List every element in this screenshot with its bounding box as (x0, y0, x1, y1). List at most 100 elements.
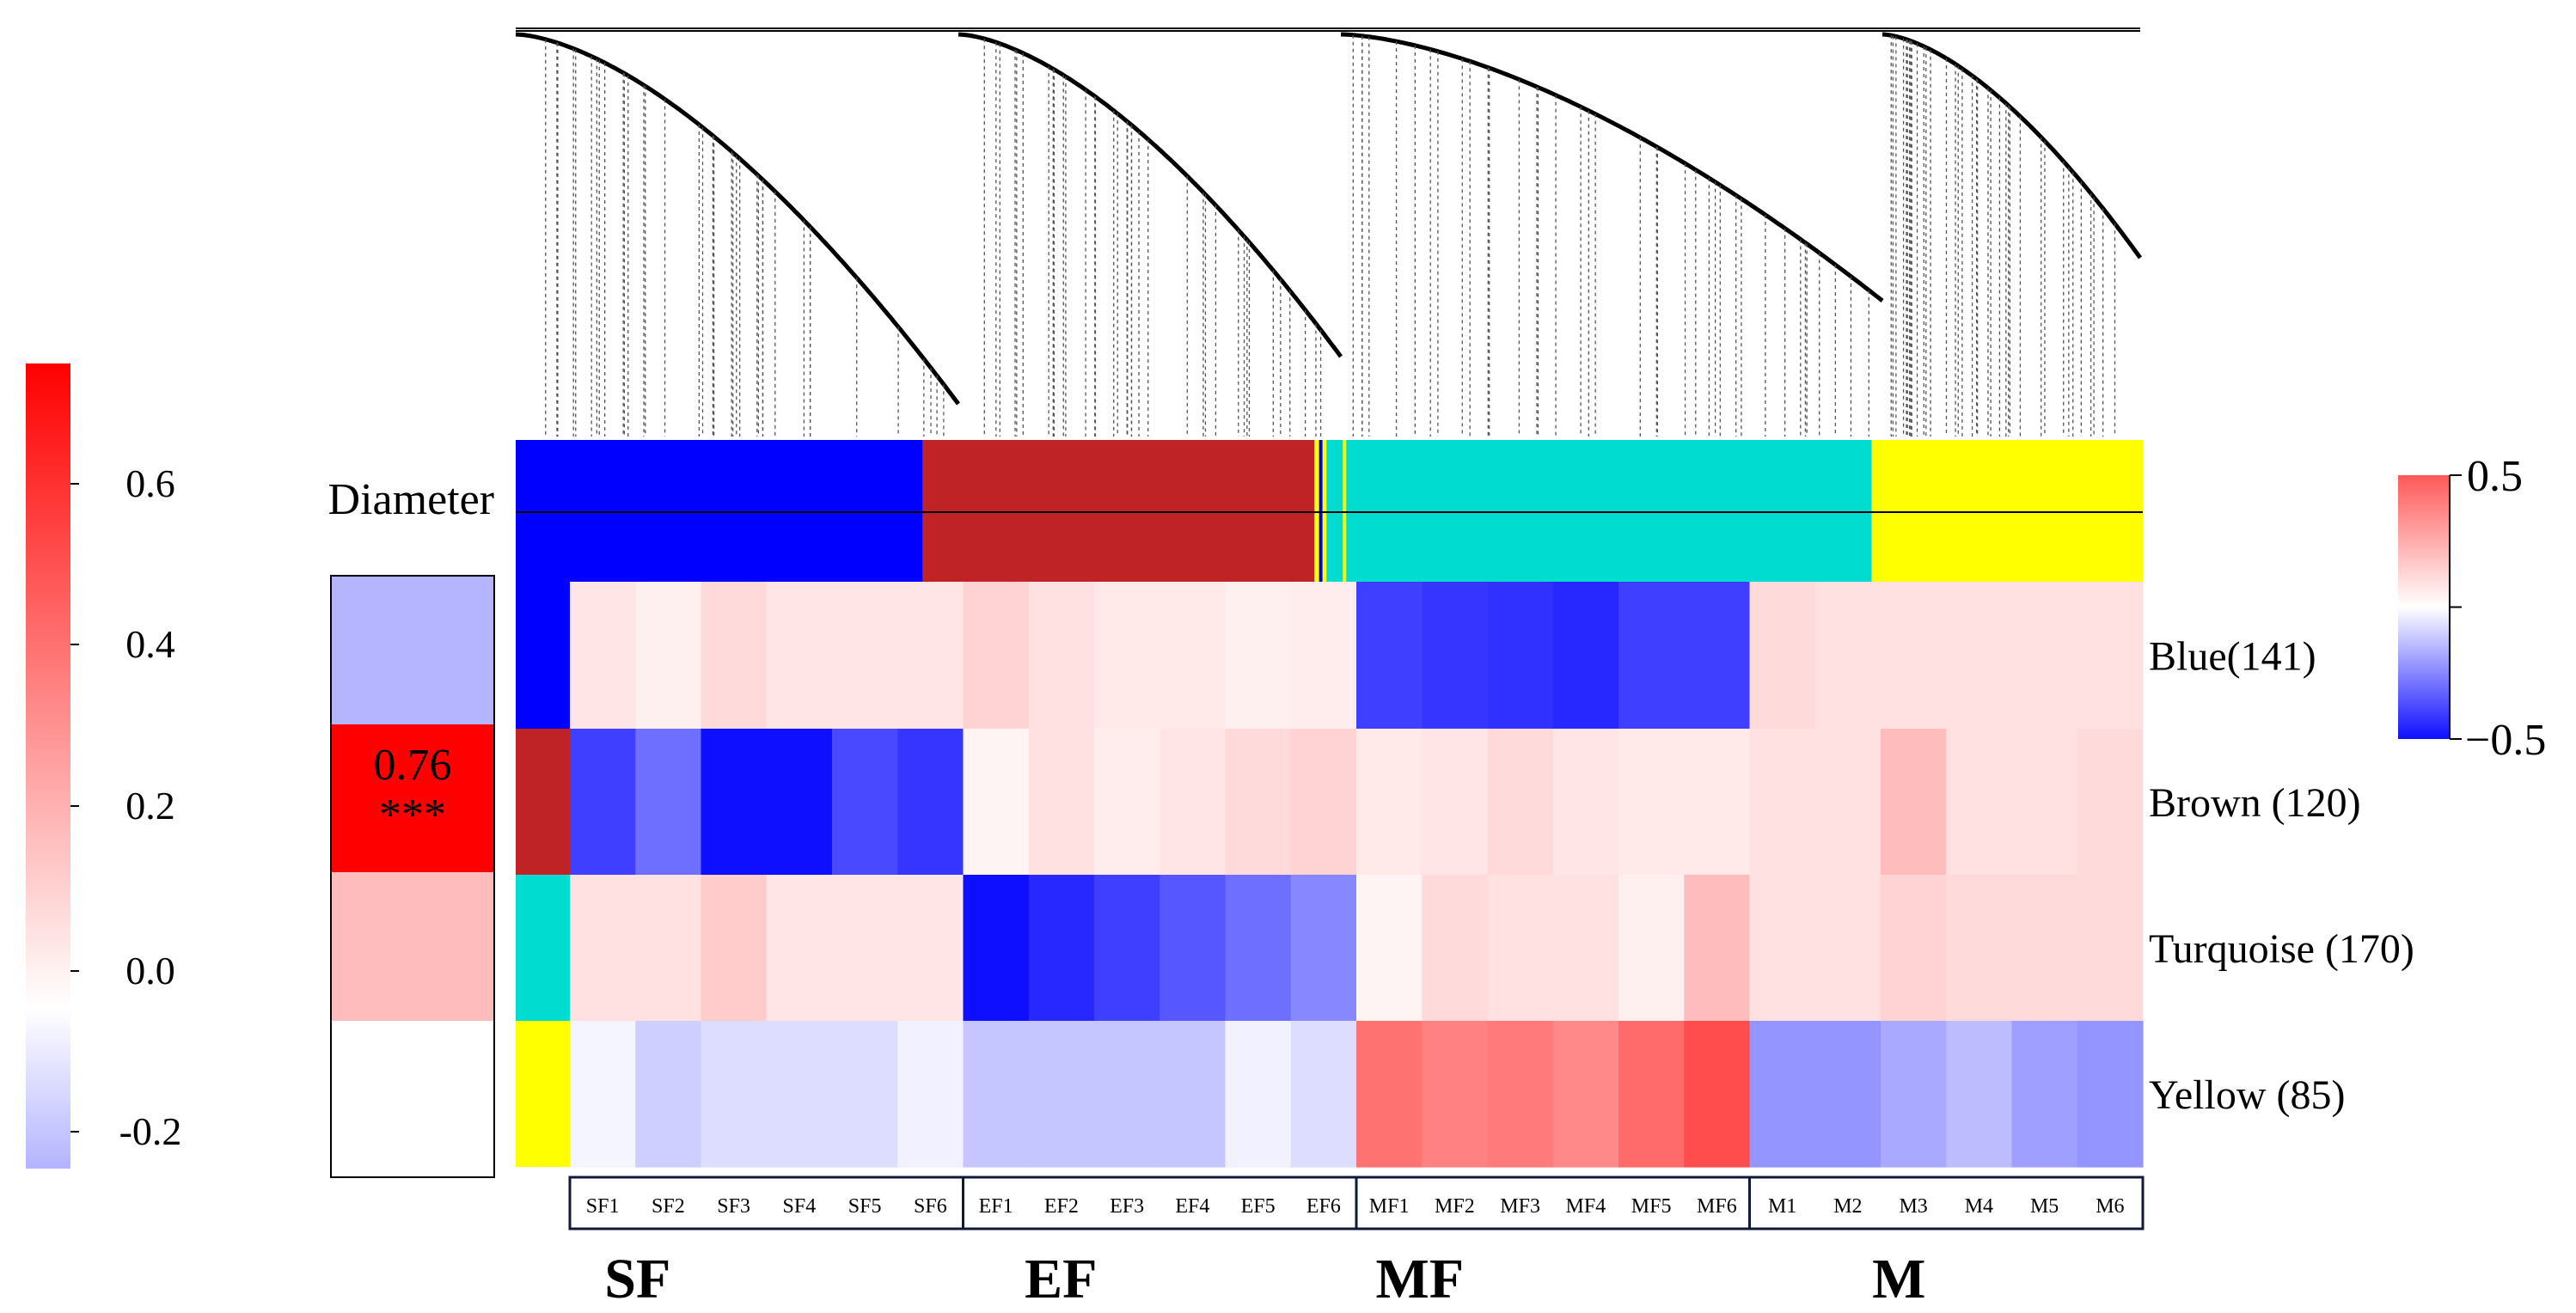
heatmap-cell (1618, 729, 1685, 876)
sample-label: SF2 (652, 1195, 685, 1218)
module-color-cell (516, 1021, 570, 1167)
heatmap-cell (1814, 875, 1882, 1022)
heatmap-cell (1881, 875, 1947, 1022)
heatmap-cell (1160, 582, 1227, 730)
dendrogram-branch (958, 32, 1343, 358)
heatmap-cell (1290, 875, 1357, 1022)
sample-group-box (1748, 1176, 2145, 1231)
diameter-module-bar (516, 440, 2144, 582)
heatmap-cell (1422, 875, 1489, 1022)
module-label: Turquoise (170) (2149, 926, 2414, 972)
sample-label: EF5 (1241, 1195, 1276, 1218)
sample-group-box (568, 1176, 964, 1231)
heatmap-cell (1618, 582, 1685, 730)
heatmap-cell (1225, 875, 1292, 1022)
heatmap-cell (1028, 875, 1095, 1022)
heatmap-cell (701, 582, 768, 730)
diameter-bar-segment (1346, 440, 1872, 582)
sample-label: SF1 (586, 1195, 620, 1218)
correlation-annotation: 0.76 (374, 741, 452, 790)
heatmap-cell (1946, 729, 2013, 876)
heatmap-cell (1422, 582, 1489, 730)
module-label: Blue(141) (2149, 634, 2316, 680)
heatmap-cell (1881, 1021, 1947, 1168)
correlation-cell (331, 724, 494, 873)
heatmap-cell (1814, 729, 1882, 876)
heatmap-cell (1487, 729, 1554, 876)
dendrogram (515, 27, 2143, 437)
trait-correlation-column: 0.76*** (330, 575, 495, 1178)
sample-label: EF2 (1044, 1195, 1079, 1218)
heatmap-cell (1028, 582, 1095, 730)
heatmap-cell (1618, 875, 1685, 1022)
correlation-tick-label: 0.0 (125, 949, 175, 992)
heatmap-cell (1487, 875, 1554, 1022)
heatmap-cell (701, 875, 768, 1022)
heatmap-cell (701, 729, 768, 876)
heatmap-cell (570, 875, 636, 1022)
heatmap-cell (2077, 875, 2144, 1022)
heatmap-cell (1487, 1021, 1554, 1168)
correlation-colorbar: 0.6 0.4 0.2 0.0 -0.2 (26, 363, 181, 1169)
heatmap-cell (1290, 582, 1357, 730)
sample-label: M6 (2096, 1195, 2124, 1218)
diameter-bar-segment (1319, 440, 1324, 582)
heatmap-cell (1487, 582, 1554, 730)
heatmap-cell (2011, 875, 2078, 1022)
heatmap-cell (832, 1021, 898, 1168)
heatmap-cell (1160, 729, 1227, 876)
heatmap-cell (1552, 582, 1619, 730)
heatmap-cell (1356, 729, 1423, 876)
dendrogram-branch (1882, 32, 2143, 260)
heatmap-cell (1946, 1021, 2013, 1168)
sample-label: EF4 (1175, 1195, 1209, 1218)
expression-tick-label: −0.5 (2465, 716, 2546, 765)
group-label: MF (1375, 1248, 1464, 1310)
diameter-bar-segment (1314, 440, 1320, 582)
heatmap-cell (766, 1021, 833, 1168)
sample-label: SF3 (717, 1195, 750, 1218)
heatmap-cell (1356, 875, 1423, 1022)
expression-heatmap (570, 582, 2144, 1168)
heatmap-cell (766, 582, 833, 730)
diameter-bar-segment (1322, 440, 1327, 582)
heatmap-cell (897, 1021, 964, 1168)
group-labels: SF EF MF M (604, 1248, 1925, 1310)
heatmap-cell (1422, 1021, 1489, 1168)
sample-label: MF5 (1631, 1195, 1672, 1218)
heatmap-cell (1552, 729, 1619, 876)
heatmap-cell (766, 729, 833, 876)
correlation-tick-label: 0.4 (125, 622, 175, 666)
heatmap-cell (1749, 582, 1816, 730)
heatmap-cell (1749, 1021, 1816, 1168)
module-label: Brown (120) (2149, 780, 2361, 826)
heatmap-cell (897, 729, 964, 876)
heatmap-cell (1160, 875, 1227, 1022)
heatmap-cell (1814, 582, 1882, 730)
heatmap-cell (635, 729, 702, 876)
expression-colorbar: 0.5 −0.5 (2398, 452, 2546, 765)
heatmap-cell (1552, 875, 1619, 1022)
heatmap-cell (1684, 729, 1751, 876)
sample-label: M5 (2030, 1195, 2059, 1218)
heatmap-cell (1160, 1021, 1227, 1168)
sample-group-box (1355, 1176, 1751, 1231)
heatmap-cell (2077, 582, 2144, 730)
heatmap-cell (1749, 729, 1816, 876)
heatmap-cell (635, 1021, 702, 1168)
heatmap-cell (635, 875, 702, 1022)
heatmap-cell (832, 582, 898, 730)
sample-label: EF3 (1110, 1195, 1144, 1218)
sample-label: EF6 (1306, 1195, 1341, 1218)
sample-label: M1 (1768, 1195, 1796, 1218)
correlation-annotation: *** (379, 791, 446, 840)
heatmap-cell (1094, 729, 1160, 876)
heatmap-cell (897, 875, 964, 1022)
diameter-bar-segment (1343, 440, 1347, 582)
sample-label: SF4 (783, 1195, 817, 1218)
heatmap-cell (1094, 1021, 1160, 1168)
heatmap-cell (1684, 582, 1751, 730)
heatmap-cell (963, 582, 1030, 730)
heatmap-cell (635, 582, 702, 730)
